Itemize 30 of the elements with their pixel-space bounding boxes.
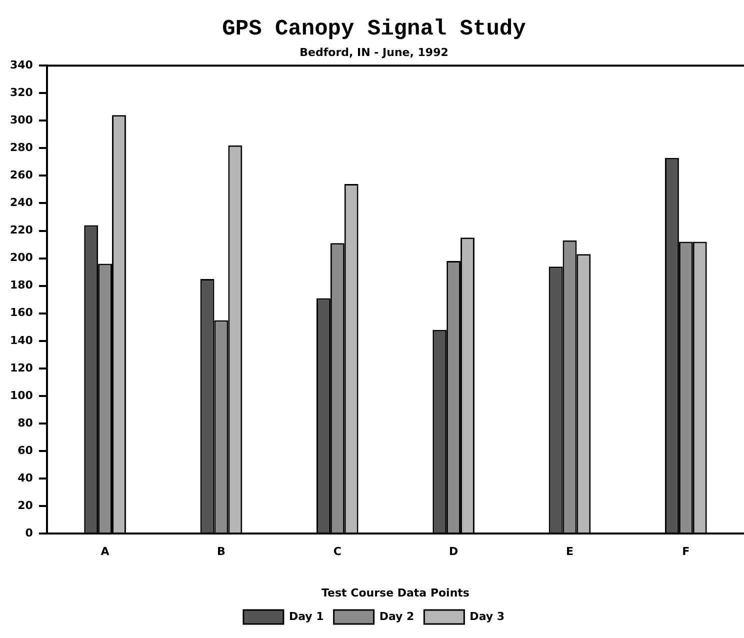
y-tick-label: 300: [10, 114, 34, 127]
y-tick-label: 200: [10, 251, 34, 264]
y-tick-label: 260: [10, 168, 34, 182]
x-tick-label: B: [217, 545, 226, 558]
y-tick-label: 120: [10, 361, 34, 374]
y-tick-label: 340: [10, 58, 34, 72]
x-tick-label: C: [333, 545, 342, 558]
chart-title: GPS Canopy Signal Study: [222, 16, 526, 42]
y-tick-label: 100: [10, 388, 34, 402]
x-tick-label: A: [100, 545, 110, 558]
chart-subtitle: Bedford, IN - June, 1992: [300, 46, 448, 59]
legend-label: Day 2: [379, 610, 414, 623]
x-tick-label: D: [448, 545, 458, 558]
y-tick-label: 320: [10, 86, 34, 99]
y-tick-label: 20: [18, 498, 34, 512]
x-axis-title: Test Course Data Points: [322, 586, 470, 600]
y-tick-label: 60: [18, 444, 34, 457]
legend-label: Day 3: [470, 610, 505, 623]
y-tick-label: 40: [18, 471, 34, 484]
y-tick-label: 220: [10, 224, 34, 237]
x-tick-label: F: [682, 545, 690, 558]
y-tick-label: 240: [10, 196, 34, 210]
y-tick-label: 0: [25, 526, 34, 540]
y-tick-label: 280: [10, 141, 34, 154]
y-tick-label: 180: [10, 278, 34, 292]
x-tick-label: E: [566, 545, 574, 558]
y-tick-label: 160: [10, 306, 34, 320]
legend-label: Day 1: [288, 610, 324, 623]
y-tick-label: 140: [10, 334, 34, 347]
y-tick-label: 80: [18, 416, 34, 430]
